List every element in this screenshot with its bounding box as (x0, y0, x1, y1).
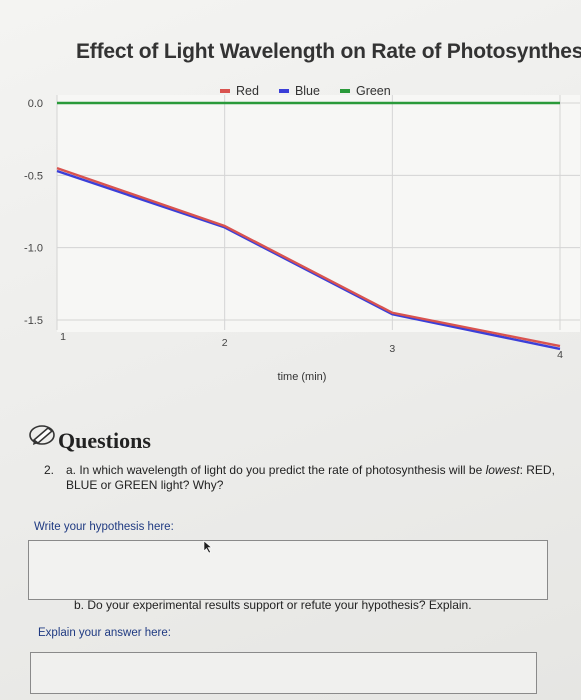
y-tick-label: 0.0 (28, 98, 43, 110)
legend-label-blue: Blue (294, 84, 320, 98)
series-line-red (56, 166, 561, 348)
chart-legend: Red Blue Green (220, 84, 391, 98)
hypothesis-label: Write your hypothesis here: (34, 521, 174, 533)
explain-label: Explain your answer here: (38, 627, 171, 639)
y-tick-label: -0.5 (24, 170, 43, 182)
x-tick-label: 1 (60, 331, 66, 343)
question-2a-emphasis: lowest (485, 463, 520, 477)
legend-label-green: Green (355, 84, 391, 98)
y-tick-label: -1.5 (24, 315, 43, 327)
chart-title: Effect of Light Wavelength on Rate of Ph… (76, 40, 581, 63)
x-axis-label: time (min) (278, 371, 327, 383)
explain-input[interactable] (30, 652, 537, 694)
pencil-icon (29, 425, 55, 445)
questions-heading: Questions (58, 428, 151, 453)
question-2a-prefix: a. In which wavelength of light do you p… (66, 463, 486, 477)
legend-item-green: Green (339, 84, 391, 98)
line-chart: 0.0 -0.5 -1.0 -1.5 1 2 3 4 time (min) (24, 95, 580, 383)
question-2a-text: a. In which wavelength of light do you p… (66, 463, 566, 493)
x-tick-label: 3 (389, 343, 395, 355)
hypothesis-input[interactable] (28, 540, 548, 600)
mouse-pointer-icon (203, 540, 213, 554)
legend-swatch-blue (278, 89, 289, 93)
legend-swatch-red (220, 89, 230, 93)
plot-area (57, 95, 580, 332)
y-tick-label: -1.0 (24, 243, 43, 255)
x-tick-label: 4 (557, 349, 563, 361)
legend-item-red: Red (220, 84, 259, 98)
question-number: 2. (44, 463, 55, 477)
series-line-blue (56, 169, 561, 351)
legend-label-red: Red (236, 84, 259, 98)
legend-item-blue: Blue (278, 84, 320, 98)
question-2b-text: b. Do your experimental results support … (74, 598, 472, 612)
legend-swatch-green (339, 89, 350, 93)
question-2a-suffix: : RED, BLUE or GREEN light? Why? (66, 463, 555, 492)
x-tick-label: 2 (222, 337, 228, 349)
